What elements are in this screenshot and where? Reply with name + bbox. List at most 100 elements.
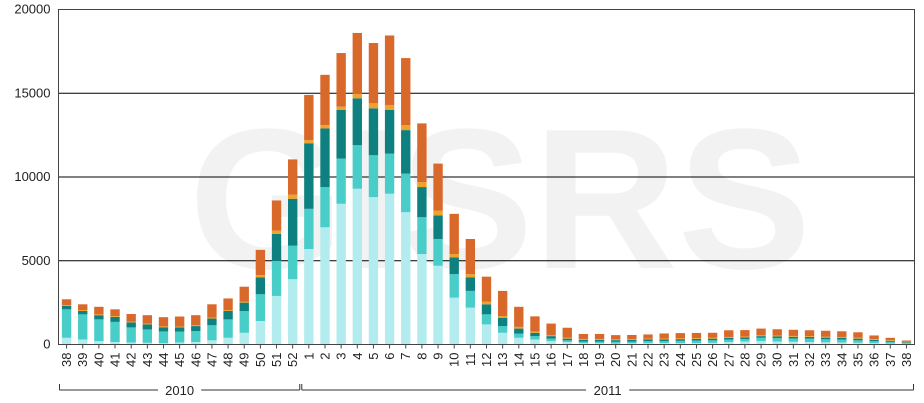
bar-segment [255,294,266,322]
bar-segment [756,335,766,337]
bar-segment [352,188,362,345]
bar-segment [288,245,298,280]
bar-segment [530,332,540,337]
bar-segment [901,342,912,343]
x-tick-label: 38 [899,353,914,367]
bar-segment [594,341,605,344]
bar-segment [837,337,847,340]
bar-segment [110,316,120,322]
bar-segment [546,323,556,336]
x-tick-label: 49 [237,353,252,367]
bar-segment [223,311,233,320]
bar-segment [627,334,637,340]
bar-segment [772,329,782,336]
bar-segment [158,317,169,327]
x-tick-label: 40 [91,353,106,367]
bar-segment [368,43,379,104]
bar-segment [401,173,411,213]
bar-segment [223,298,233,311]
bar-segment [191,326,201,332]
y-tick-label: 20000 [14,2,50,17]
bar-segment [126,342,136,345]
bar-segment [837,339,847,343]
bar-segment [304,140,314,144]
bar-segment [158,326,169,328]
bar-segment [675,340,685,344]
bar-segment [449,213,459,255]
x-tick-label: 41 [108,353,123,367]
bar-segment [126,314,136,322]
bar-segment [788,329,799,336]
x-tick-label: 27 [721,353,736,367]
year-groups: 2010 2011 [59,383,914,398]
bar-segment [174,342,185,345]
bar-segment [449,257,459,275]
bar-segment [158,343,169,345]
x-tick-label: 33 [818,353,833,367]
bar-segment [772,335,782,337]
bar-segment [578,338,589,340]
watermark: GISRS [189,88,811,311]
bar-segment [288,279,298,345]
bar-segment [255,274,266,278]
bar-segment [788,338,799,342]
bar-segment [223,319,233,338]
year-label: 2011 [594,383,622,398]
bar-segment [707,332,718,338]
bar-segment [659,338,669,340]
bar-segment [772,338,782,342]
bar-segment [514,333,524,338]
bar-segment [820,337,831,340]
bar-segment [61,305,72,306]
x-tick-label: 43 [140,353,155,367]
bar-segment [514,328,524,334]
bar-segment [110,321,120,342]
bar-segment [352,145,362,189]
y-tick-label: 0 [43,337,50,352]
bar-segment [691,340,702,343]
bar-segment [788,336,799,339]
bar-segment [94,306,104,315]
bar-segment [869,335,879,340]
x-tick-label: 2 [317,353,332,360]
x-tick-label: 11 [463,353,478,367]
bar-segment [481,304,492,315]
bar-segment [158,327,169,332]
bar-segment [772,336,782,339]
y-tick-label: 5000 [22,253,51,268]
x-tick-label: 34 [834,353,849,367]
bar-segment [174,316,185,327]
bar-segment [320,74,330,126]
bar-segment [627,341,637,344]
bar-segment [497,332,508,345]
bar-segment [562,327,572,338]
bar-segment [142,342,153,345]
bar-segment [223,310,233,311]
bar-segment [126,321,136,323]
bar-segment [384,153,395,194]
bar-segment [514,326,524,329]
bar-segment [691,342,702,345]
bar-segment [78,311,88,315]
bar-segment [691,332,702,338]
bar-segment [611,335,621,340]
bar-segment [481,301,492,305]
x-tick-label: 6 [382,353,397,360]
bar-segment [659,340,669,343]
x-tick-label: 29 [754,353,769,367]
bar-segment [384,193,395,345]
bar-segment [94,319,104,342]
bar-segment [174,331,185,343]
bar-segment [368,108,379,156]
x-tick-label: 51 [269,353,284,367]
bars [61,32,912,345]
bar-segment [853,342,863,345]
bar-segment [465,238,476,275]
bar-segment [594,338,605,340]
bar-segment [78,310,88,311]
bar-segment [110,316,120,317]
bar-segment [401,212,411,345]
bar-segment [643,343,653,345]
bar-segment [352,94,362,99]
